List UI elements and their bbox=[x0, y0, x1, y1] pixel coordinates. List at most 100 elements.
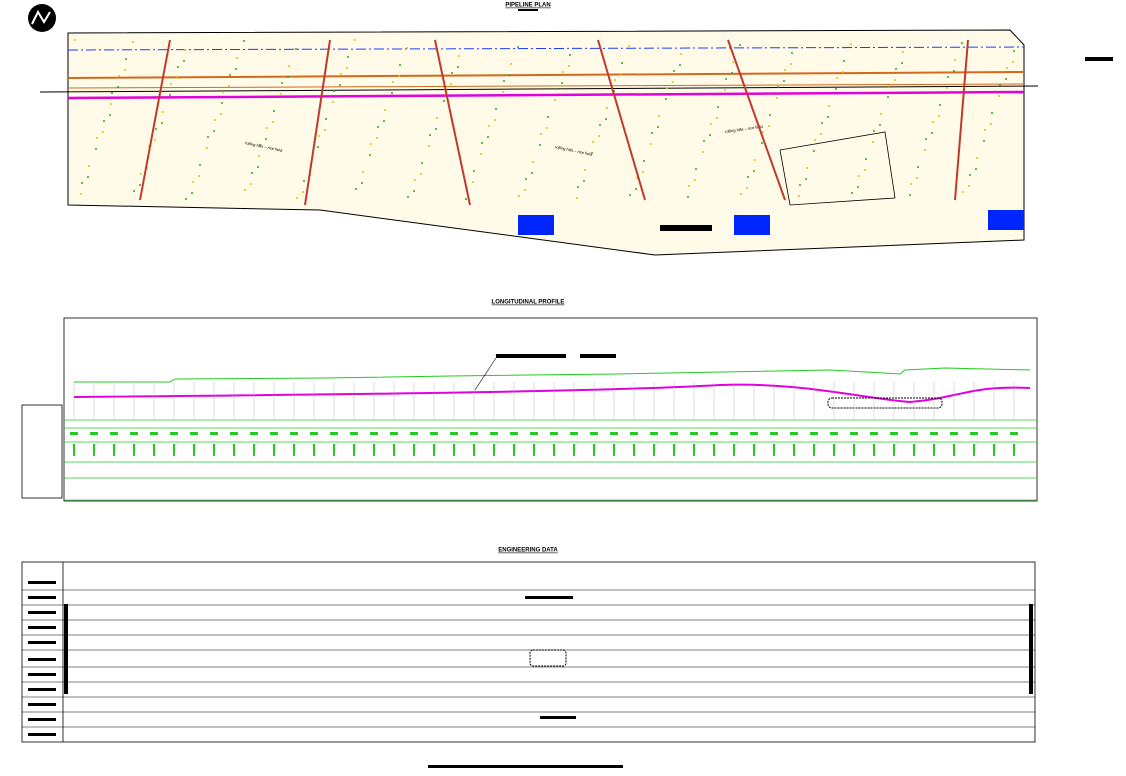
station-text bbox=[90, 432, 98, 435]
vegetation bbox=[184, 49, 186, 51]
vegetation bbox=[791, 52, 793, 54]
vegetation bbox=[984, 129, 986, 131]
vegetation bbox=[303, 180, 305, 182]
station-text bbox=[293, 444, 295, 456]
vegetation bbox=[916, 177, 918, 179]
station-text bbox=[213, 444, 215, 456]
vegetation bbox=[384, 109, 386, 111]
vegetation bbox=[895, 68, 897, 70]
engineering-title: ENGINEERING DATA bbox=[498, 548, 558, 554]
vegetation bbox=[266, 127, 268, 129]
vegetation bbox=[991, 112, 993, 114]
station-text bbox=[510, 432, 518, 435]
vegetation bbox=[177, 66, 179, 68]
vegetation bbox=[783, 80, 785, 82]
station-text bbox=[650, 432, 658, 435]
vegetation bbox=[562, 71, 564, 73]
row-header-text bbox=[28, 673, 56, 676]
vegetation bbox=[894, 79, 896, 81]
field-label: rolling hills – rice field bbox=[725, 124, 763, 134]
vegetation bbox=[642, 171, 644, 173]
vegetation bbox=[391, 92, 393, 94]
row-header-text bbox=[28, 688, 56, 691]
vegetation bbox=[362, 171, 364, 173]
vegetation bbox=[259, 144, 261, 146]
vegetation bbox=[272, 121, 274, 123]
vegetation bbox=[132, 41, 134, 43]
vegetation bbox=[214, 119, 216, 121]
station-text bbox=[973, 444, 975, 456]
station-text bbox=[373, 444, 375, 456]
match-line-label bbox=[1085, 57, 1113, 61]
vegetation bbox=[679, 64, 681, 66]
vegetation bbox=[191, 192, 193, 194]
vegetation bbox=[361, 182, 363, 184]
vegetation bbox=[236, 57, 238, 59]
vegetation bbox=[724, 89, 726, 91]
vegetation bbox=[813, 150, 815, 152]
vegetation bbox=[694, 179, 696, 181]
vegetation bbox=[554, 99, 556, 101]
pipeline-profile bbox=[73, 383, 1031, 404]
vegetation bbox=[666, 87, 668, 89]
station-text bbox=[153, 444, 155, 456]
vegetation bbox=[465, 198, 467, 200]
station-text bbox=[490, 432, 498, 435]
vegetation bbox=[406, 47, 408, 49]
vegetation bbox=[731, 72, 733, 74]
vegetation bbox=[798, 195, 800, 197]
road bbox=[67, 83, 1025, 89]
vegetation bbox=[421, 162, 423, 164]
vegetation bbox=[925, 138, 927, 140]
profile-title: LONGITUDINAL PROFILE bbox=[492, 300, 565, 306]
vegetation bbox=[488, 125, 490, 127]
vegetation bbox=[244, 189, 246, 191]
vegetation bbox=[170, 83, 172, 85]
vegetation bbox=[287, 76, 289, 78]
vegetation bbox=[577, 186, 579, 188]
station-text bbox=[733, 444, 735, 456]
vegetation bbox=[451, 72, 453, 74]
vegetation bbox=[347, 56, 349, 58]
vegetation bbox=[990, 123, 992, 125]
row-header-text bbox=[28, 596, 56, 599]
vegetation bbox=[643, 160, 645, 162]
vegetation bbox=[606, 107, 608, 109]
station-text bbox=[933, 444, 935, 456]
vegetation bbox=[680, 53, 682, 55]
vegetation bbox=[983, 140, 985, 142]
vegetation bbox=[133, 190, 135, 192]
station-text bbox=[693, 444, 695, 456]
vegetation bbox=[221, 102, 223, 104]
station-text bbox=[770, 432, 778, 435]
station-text bbox=[570, 432, 578, 435]
vegetation bbox=[569, 54, 571, 56]
row-header-text bbox=[28, 658, 56, 661]
vegetation bbox=[169, 94, 171, 96]
ground-line bbox=[74, 367, 1031, 383]
vegetation bbox=[547, 116, 549, 118]
vegetation bbox=[665, 98, 667, 100]
station-text bbox=[990, 432, 998, 435]
vegetation bbox=[243, 40, 245, 42]
vegetation bbox=[87, 176, 89, 178]
station-text bbox=[450, 432, 458, 435]
vegetation bbox=[657, 126, 659, 128]
station-text bbox=[370, 432, 378, 435]
vegetation bbox=[103, 120, 105, 122]
vegetation bbox=[109, 114, 111, 116]
road bbox=[67, 71, 1025, 79]
vegetation bbox=[251, 172, 253, 174]
vegetation bbox=[540, 133, 542, 135]
vegetation bbox=[932, 121, 934, 123]
vegetation bbox=[865, 158, 867, 160]
vegetation bbox=[591, 152, 593, 154]
crossing bbox=[827, 397, 943, 409]
vegetation bbox=[96, 137, 98, 139]
vegetation bbox=[947, 76, 949, 78]
vegetation bbox=[296, 197, 298, 199]
vegetation bbox=[162, 111, 164, 113]
vegetation bbox=[124, 69, 126, 71]
station-text bbox=[853, 444, 855, 456]
vegetation bbox=[887, 96, 889, 98]
